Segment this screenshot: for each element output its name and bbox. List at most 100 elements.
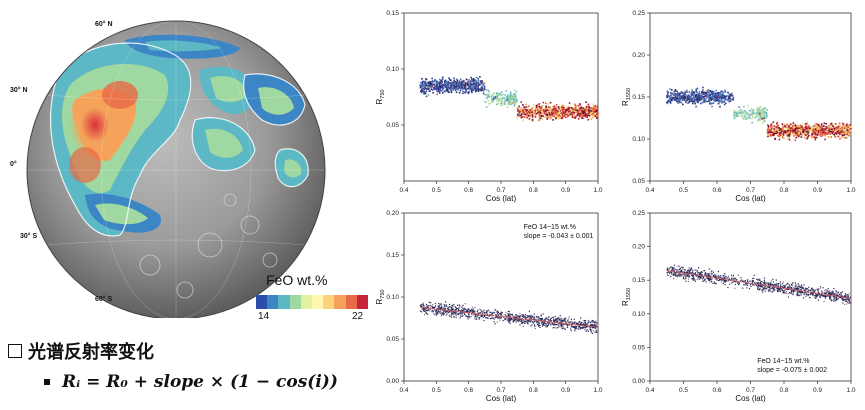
data-point bbox=[575, 109, 577, 111]
data-point bbox=[732, 276, 734, 278]
data-point bbox=[756, 116, 758, 118]
data-point bbox=[790, 286, 793, 289]
data-point bbox=[839, 132, 841, 134]
data-point bbox=[421, 88, 423, 91]
data-point bbox=[675, 95, 678, 98]
y-tick-label: 0.15 bbox=[386, 10, 399, 17]
data-point bbox=[683, 94, 685, 96]
data-point bbox=[696, 278, 698, 280]
data-point bbox=[472, 308, 474, 310]
data-point bbox=[742, 113, 744, 116]
data-point bbox=[429, 90, 431, 92]
data-point bbox=[718, 101, 721, 104]
data-point bbox=[445, 81, 447, 83]
data-point bbox=[469, 83, 472, 86]
data-point bbox=[708, 99, 710, 102]
data-point bbox=[505, 315, 507, 318]
data-point bbox=[825, 292, 827, 295]
data-point bbox=[552, 317, 554, 319]
data-point bbox=[716, 99, 718, 102]
data-point bbox=[450, 91, 453, 94]
data-point bbox=[705, 97, 707, 100]
data-point bbox=[556, 321, 558, 323]
x-tick-label: 0.4 bbox=[399, 187, 408, 194]
data-point bbox=[729, 97, 731, 99]
data-point bbox=[791, 285, 794, 287]
data-point bbox=[505, 90, 507, 92]
data-point bbox=[516, 113, 519, 116]
data-point bbox=[462, 314, 464, 317]
data-point bbox=[745, 116, 747, 119]
data-point bbox=[684, 275, 687, 277]
data-point bbox=[450, 310, 453, 312]
data-point bbox=[726, 99, 729, 101]
data-point bbox=[485, 314, 487, 317]
data-point bbox=[446, 88, 449, 91]
data-point bbox=[838, 296, 840, 299]
data-point bbox=[588, 117, 591, 120]
data-point bbox=[789, 130, 792, 132]
data-point bbox=[441, 306, 443, 309]
data-point bbox=[709, 279, 711, 281]
data-point bbox=[427, 309, 430, 311]
data-point bbox=[493, 97, 496, 99]
data-point bbox=[582, 323, 584, 325]
data-point bbox=[712, 271, 714, 273]
data-point bbox=[592, 321, 594, 323]
data-point bbox=[788, 131, 790, 134]
data-point bbox=[468, 317, 470, 319]
x-tick-label: 0.9 bbox=[561, 187, 570, 194]
data-point bbox=[595, 329, 598, 331]
data-point bbox=[439, 312, 441, 315]
x-tick-label: 0.8 bbox=[779, 387, 788, 394]
data-point bbox=[490, 96, 492, 99]
data-point bbox=[595, 107, 598, 110]
data-point bbox=[778, 135, 781, 138]
data-point bbox=[585, 113, 587, 115]
data-point bbox=[545, 318, 547, 320]
data-point bbox=[520, 116, 523, 119]
y-tick-label: 0.05 bbox=[386, 122, 399, 129]
data-point bbox=[566, 106, 568, 109]
data-point bbox=[592, 324, 594, 326]
data-point bbox=[830, 291, 832, 293]
data-point bbox=[690, 98, 693, 100]
data-point bbox=[844, 298, 846, 300]
data-point bbox=[789, 133, 791, 136]
data-point bbox=[759, 119, 761, 121]
y-tick-label: 0.00 bbox=[632, 378, 645, 385]
data-point bbox=[740, 277, 742, 279]
data-point bbox=[825, 289, 827, 291]
data-point bbox=[714, 100, 716, 102]
data-point bbox=[447, 90, 449, 92]
data-point bbox=[517, 115, 520, 117]
data-point bbox=[710, 278, 712, 281]
data-point bbox=[801, 128, 804, 131]
data-point bbox=[563, 327, 565, 329]
data-point bbox=[553, 109, 556, 112]
scatter-points bbox=[419, 76, 599, 122]
data-point bbox=[421, 311, 423, 313]
data-point bbox=[592, 330, 594, 332]
data-point bbox=[455, 309, 457, 311]
data-point bbox=[467, 316, 469, 318]
data-point bbox=[758, 108, 761, 110]
data-point bbox=[526, 315, 528, 317]
data-point bbox=[557, 317, 559, 319]
data-point bbox=[678, 93, 681, 96]
data-point bbox=[461, 306, 463, 308]
data-point bbox=[520, 322, 523, 324]
data-point bbox=[688, 270, 691, 272]
data-point bbox=[542, 313, 544, 315]
data-point bbox=[815, 129, 817, 131]
data-point bbox=[704, 94, 707, 97]
x-tick-label: 0.4 bbox=[645, 387, 654, 394]
data-point bbox=[720, 281, 722, 283]
data-point bbox=[554, 323, 557, 326]
data-point bbox=[563, 113, 566, 115]
data-point bbox=[450, 84, 453, 86]
data-point bbox=[704, 95, 707, 97]
data-point bbox=[802, 287, 804, 290]
data-point bbox=[707, 89, 710, 91]
data-point bbox=[666, 93, 669, 96]
